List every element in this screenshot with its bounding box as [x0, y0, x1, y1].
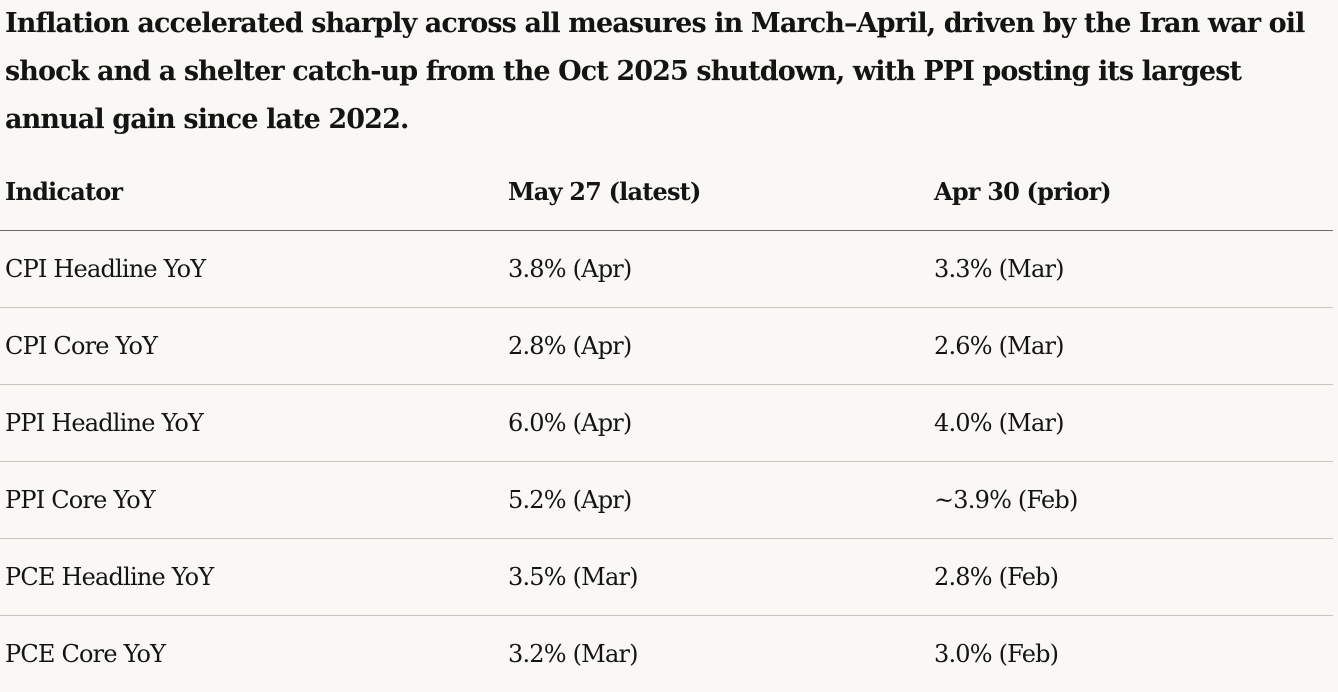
indicator-name-cell: PCE Core YoY — [0, 616, 503, 692]
table-row: CPI Core YoY 2.8% (Apr) 2.6% (Mar) — [0, 308, 1333, 385]
prior-value-cell: 3.3% (Mar) — [929, 231, 1333, 308]
table-row: PPI Core YoY 5.2% (Apr) ~3.9% (Feb) — [0, 462, 1333, 539]
indicator-name-cell: PPI Core YoY — [0, 462, 503, 539]
table-row: PCE Core YoY 3.2% (Mar) 3.0% (Feb) — [0, 616, 1333, 692]
prior-value-cell: 2.6% (Mar) — [929, 308, 1333, 385]
prior-value-cell: 4.0% (Mar) — [929, 385, 1333, 462]
table-row: PPI Headline YoY 6.0% (Apr) 4.0% (Mar) — [0, 385, 1333, 462]
indicator-name-cell: CPI Headline YoY — [0, 231, 503, 308]
prior-value-cell: 3.0% (Feb) — [929, 616, 1333, 692]
column-header-latest: May 27 (latest) — [503, 152, 929, 231]
latest-value-cell: 6.0% (Apr) — [503, 385, 929, 462]
table-header-row: Indicator May 27 (latest) Apr 30 (prior) — [0, 152, 1333, 231]
latest-value-cell: 3.8% (Apr) — [503, 231, 929, 308]
latest-value-cell: 3.2% (Mar) — [503, 616, 929, 692]
table-row: CPI Headline YoY 3.8% (Apr) 3.3% (Mar) — [0, 231, 1333, 308]
indicator-name-cell: PCE Headline YoY — [0, 539, 503, 616]
indicator-name-cell: CPI Core YoY — [0, 308, 503, 385]
column-header-indicator: Indicator — [0, 152, 503, 231]
prior-value-cell: 2.8% (Feb) — [929, 539, 1333, 616]
latest-value-cell: 2.8% (Apr) — [503, 308, 929, 385]
inflation-table: Indicator May 27 (latest) Apr 30 (prior)… — [0, 152, 1333, 692]
latest-value-cell: 3.5% (Mar) — [503, 539, 929, 616]
summary-text: Inflation accelerated sharply across all… — [5, 0, 1325, 144]
indicator-name-cell: PPI Headline YoY — [0, 385, 503, 462]
latest-value-cell: 5.2% (Apr) — [503, 462, 929, 539]
table-row: PCE Headline YoY 3.5% (Mar) 2.8% (Feb) — [0, 539, 1333, 616]
column-header-prior: Apr 30 (prior) — [929, 152, 1333, 231]
prior-value-cell: ~3.9% (Feb) — [929, 462, 1333, 539]
